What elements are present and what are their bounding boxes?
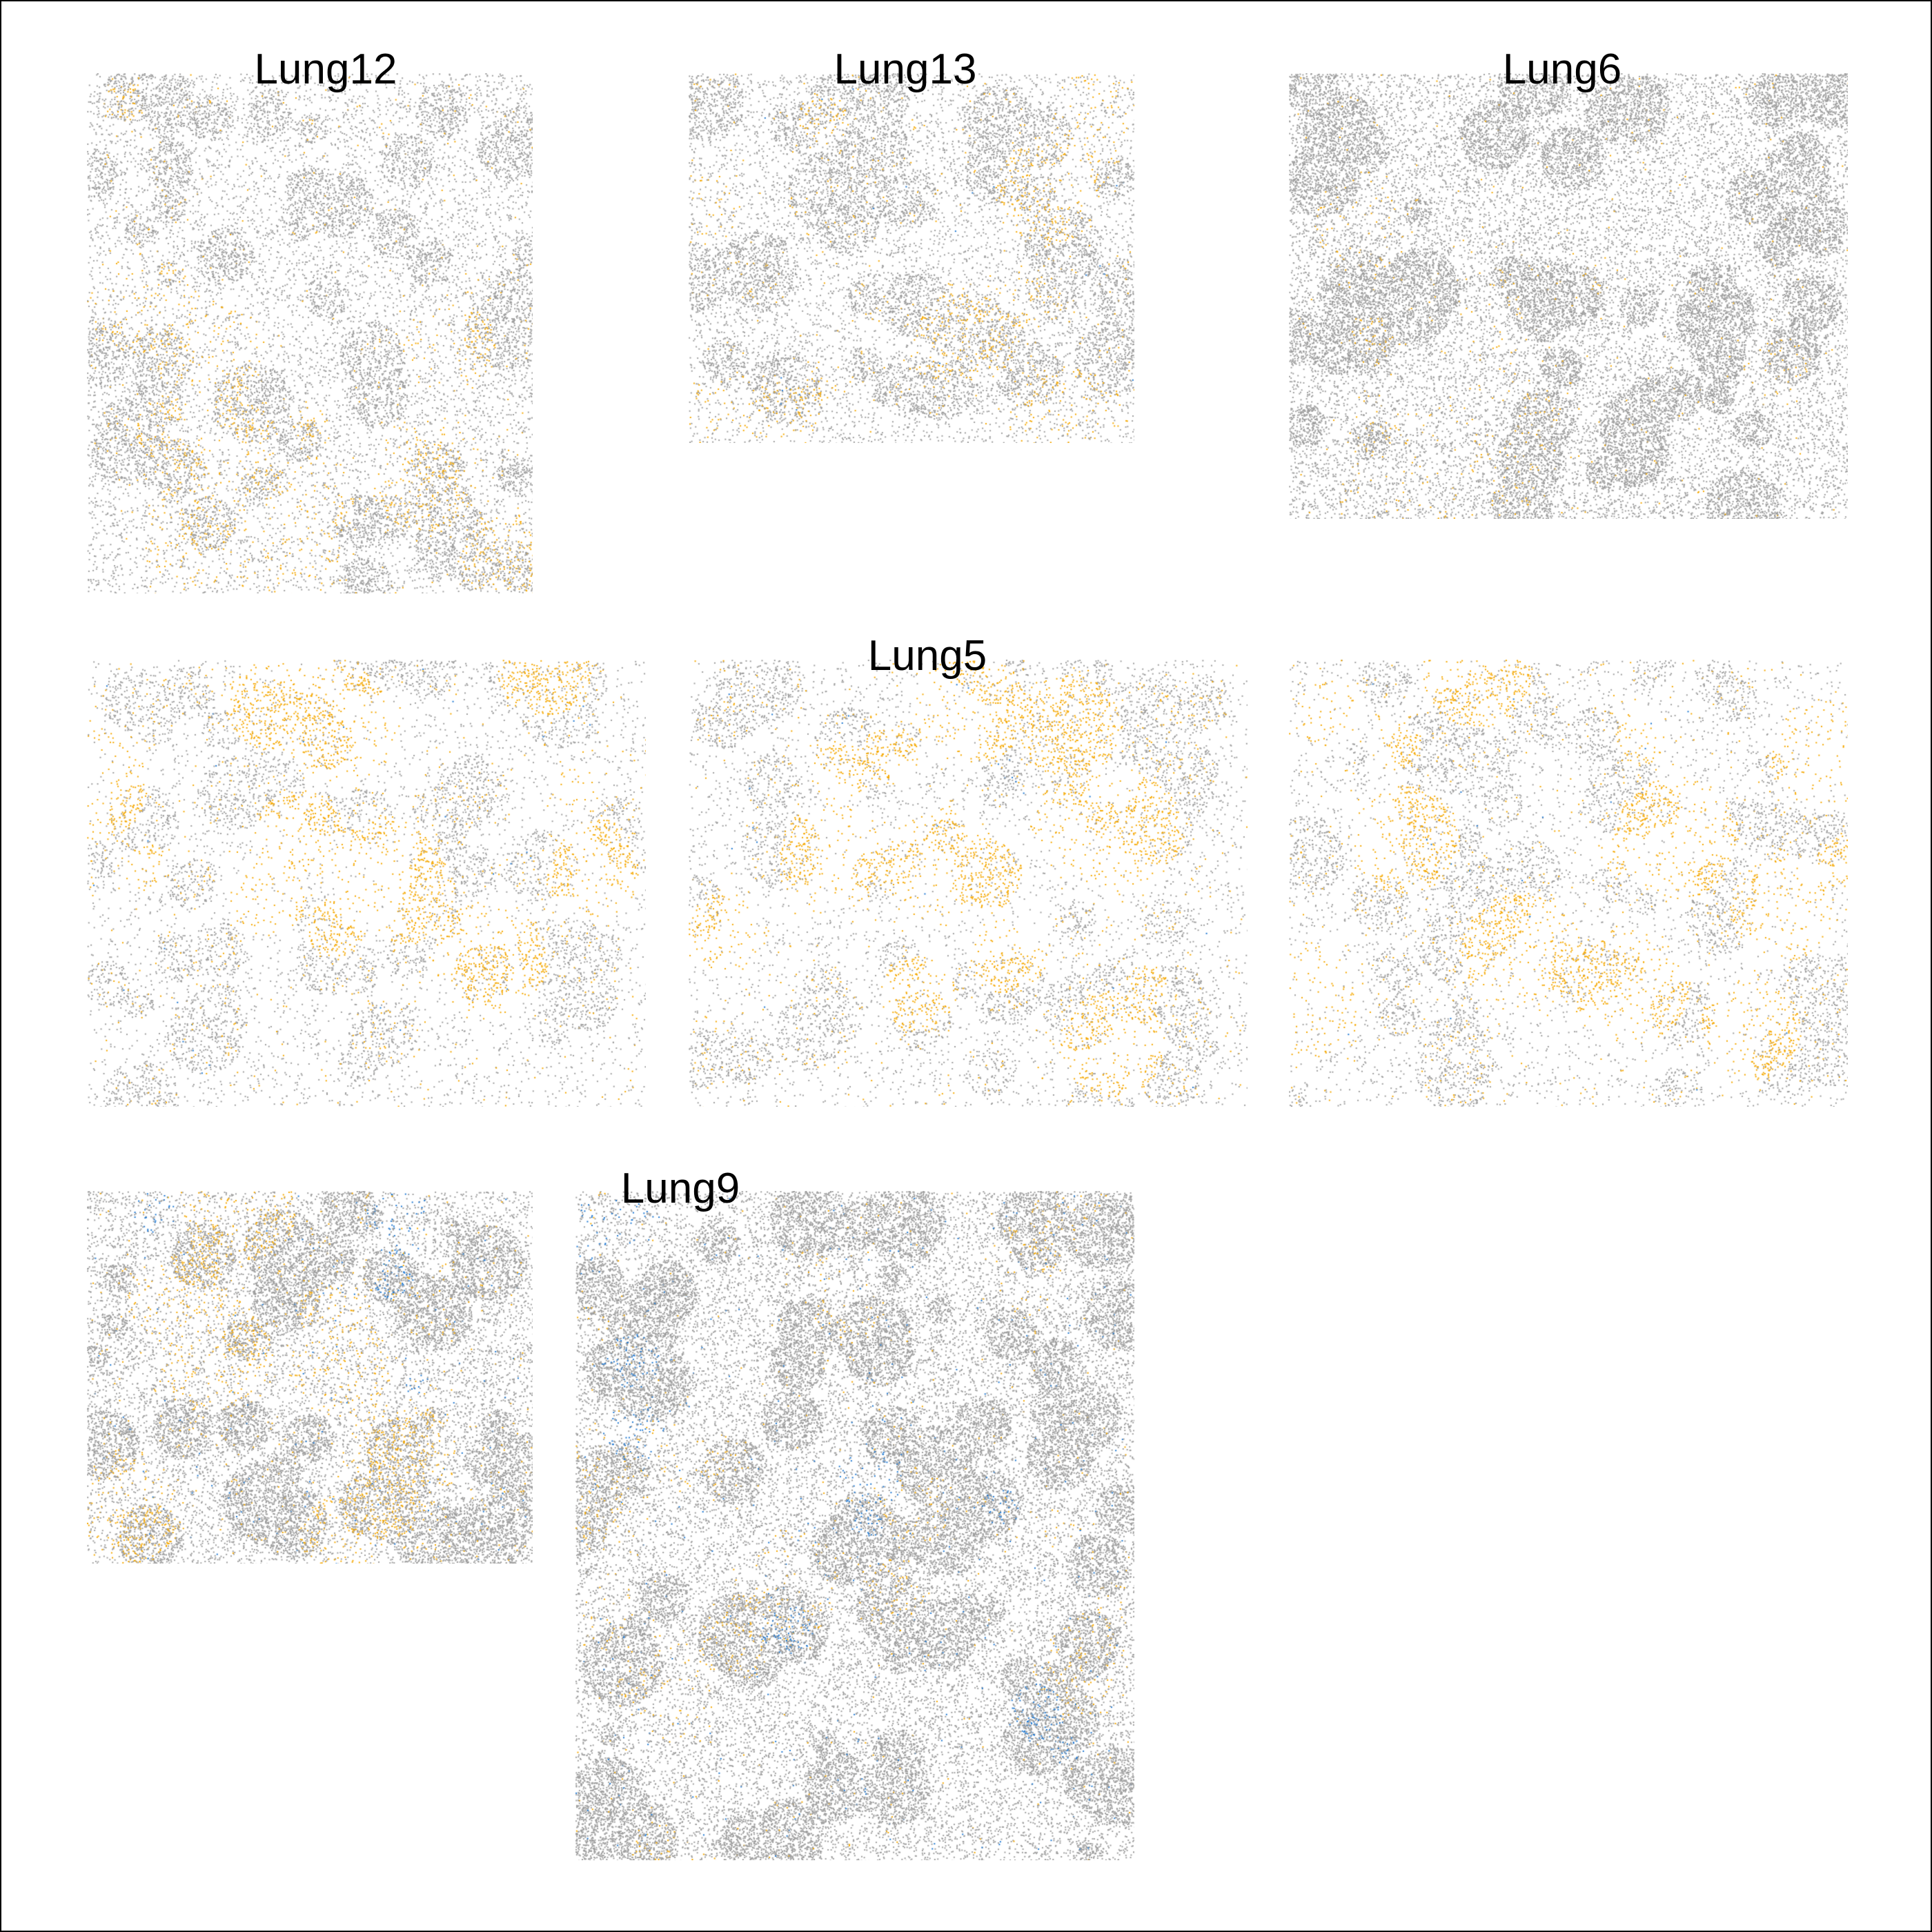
cell-scatter-lung6 (1289, 73, 1848, 519)
panel-lung6 (1289, 73, 1848, 519)
cell-scatter-lung5-c (1289, 660, 1848, 1107)
label-lung13: Lung13 (834, 46, 977, 93)
panel-lung5-a (87, 660, 646, 1107)
panel-lung9-a (87, 1191, 533, 1564)
cell-scatter-lung9-b (575, 1191, 1134, 1860)
label-lung5: Lung5 (867, 632, 987, 680)
panel-lung13 (689, 73, 1134, 443)
cell-scatter-lung5-b (689, 660, 1248, 1107)
label-lung6: Lung6 (1502, 46, 1622, 93)
panel-lung5-c (1289, 660, 1848, 1107)
cell-scatter-lung13 (689, 73, 1134, 443)
panel-lung9-b (575, 1191, 1134, 1860)
cell-scatter-lung5-a (87, 660, 646, 1107)
label-lung12: Lung12 (254, 46, 397, 93)
panel-lung5-b (689, 660, 1248, 1107)
cell-scatter-lung12 (87, 73, 533, 593)
panel-lung12 (87, 73, 533, 593)
label-lung9: Lung9 (620, 1165, 740, 1212)
cell-scatter-lung9-a (87, 1191, 533, 1564)
